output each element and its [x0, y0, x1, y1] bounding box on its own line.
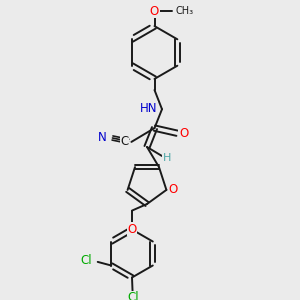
Text: O: O [128, 223, 136, 236]
Text: Cl: Cl [80, 254, 92, 267]
Text: C: C [120, 135, 128, 148]
Text: O: O [168, 183, 178, 196]
Text: O: O [150, 5, 159, 18]
Text: Cl: Cl [127, 291, 139, 300]
Text: CH₃: CH₃ [176, 6, 194, 16]
Text: H: H [163, 153, 171, 164]
Text: HN: HN [140, 101, 157, 115]
Text: N: N [98, 131, 107, 144]
Text: O: O [179, 127, 188, 140]
